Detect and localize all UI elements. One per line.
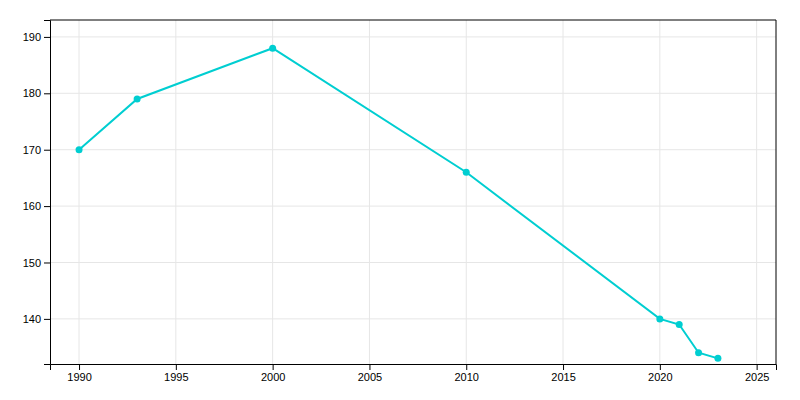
tick: 2000 bbox=[261, 364, 285, 383]
grid-line-y bbox=[50, 93, 776, 94]
grid-line-y bbox=[50, 318, 776, 319]
point bbox=[676, 321, 683, 328]
grid-line-x bbox=[272, 20, 273, 364]
tick: 170 bbox=[23, 144, 50, 156]
grid-line-x bbox=[466, 20, 467, 364]
tick-label: 2010 bbox=[454, 371, 478, 383]
axis-line bbox=[51, 365, 777, 371]
grid-line-y bbox=[50, 149, 776, 150]
grid-line-y bbox=[50, 262, 776, 263]
tick: 2005 bbox=[358, 364, 382, 383]
point bbox=[463, 169, 470, 176]
grid-line-y bbox=[50, 206, 776, 207]
axis-line bbox=[44, 21, 51, 365]
grid-line-x bbox=[563, 20, 564, 364]
tick-mark bbox=[79, 364, 80, 370]
tick-mark bbox=[44, 37, 50, 38]
point bbox=[695, 349, 702, 356]
grid bbox=[50, 20, 776, 364]
tick: 1995 bbox=[164, 364, 188, 383]
tick-label: 2015 bbox=[551, 371, 575, 383]
grid-line-y bbox=[50, 36, 776, 37]
tick-label: 1995 bbox=[164, 371, 188, 383]
tick: 2020 bbox=[648, 364, 672, 383]
grid-line-x bbox=[659, 20, 660, 364]
plot-area: 1990 1995 2000 2005 2010 2015 2020 2025 140 150 16… bbox=[23, 20, 777, 383]
grid-line-x bbox=[369, 20, 370, 364]
tick-mark bbox=[44, 319, 50, 320]
tick: 150 bbox=[23, 257, 50, 269]
tick: 2010 bbox=[454, 364, 478, 383]
tick-label: 150 bbox=[23, 257, 41, 269]
tick-mark bbox=[660, 364, 661, 370]
tick-mark bbox=[44, 206, 50, 207]
tick: 1990 bbox=[67, 364, 91, 383]
tick-mark bbox=[273, 364, 274, 370]
grid-line-x bbox=[756, 20, 757, 364]
tick-mark bbox=[466, 364, 467, 370]
tick-label: 2020 bbox=[648, 371, 672, 383]
y-axis: 140 150 160 170 180 190 bbox=[23, 21, 51, 365]
tick-label: 1990 bbox=[67, 371, 91, 383]
frame-top bbox=[50, 20, 776, 21]
marks bbox=[76, 45, 722, 362]
grid-line-x bbox=[175, 20, 176, 364]
tick-mark bbox=[757, 364, 758, 370]
point bbox=[269, 45, 276, 52]
tick-label: 2005 bbox=[358, 371, 382, 383]
tick: 190 bbox=[23, 31, 50, 43]
tick-mark bbox=[44, 93, 50, 94]
tick-label: 140 bbox=[23, 313, 41, 325]
frame-right bbox=[776, 20, 777, 364]
point bbox=[134, 95, 141, 102]
grid-line-x bbox=[79, 20, 80, 364]
tick-mark bbox=[44, 262, 50, 263]
tick: 180 bbox=[23, 87, 50, 99]
tick-mark bbox=[369, 364, 370, 370]
tick-label: 160 bbox=[23, 200, 41, 212]
tick-label: 180 bbox=[23, 87, 41, 99]
tick-mark bbox=[563, 364, 564, 370]
point bbox=[76, 146, 83, 153]
point bbox=[656, 315, 663, 322]
line bbox=[79, 48, 718, 358]
tick-label: 170 bbox=[23, 144, 41, 156]
tick-label: 2000 bbox=[261, 371, 285, 383]
tick: 140 bbox=[23, 313, 50, 325]
tick: 2015 bbox=[551, 364, 575, 383]
chart-svg: 1990 1995 2000 2005 2010 2015 2020 2025 140 150 16… bbox=[0, 0, 800, 400]
x-axis: 1990 1995 2000 2005 2010 2015 2020 2025 bbox=[51, 364, 777, 383]
point bbox=[714, 355, 721, 362]
tick-mark bbox=[44, 150, 50, 151]
tick-label: 2025 bbox=[745, 371, 769, 383]
tick: 160 bbox=[23, 200, 50, 212]
tick-mark bbox=[176, 364, 177, 370]
tick: 2025 bbox=[745, 364, 769, 383]
tick-label: 190 bbox=[23, 31, 41, 43]
